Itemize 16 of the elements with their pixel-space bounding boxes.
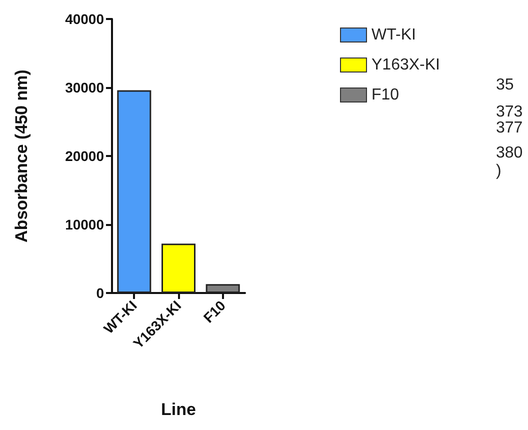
y-tick-label: 0	[96, 285, 104, 301]
text: )	[496, 162, 502, 180]
text: 377	[496, 120, 523, 136]
text: 380	[496, 144, 523, 162]
y-tick-label: 30000	[65, 80, 104, 96]
y-tick-label: 10000	[65, 216, 104, 232]
legend-label: F10	[372, 86, 400, 104]
text: 35	[496, 76, 514, 94]
legend-label: WT-KI	[372, 26, 416, 44]
x-axis-title: Line	[161, 400, 196, 419]
y-tick-label: 40000	[65, 11, 104, 27]
text: 373	[496, 104, 523, 120]
legend-label: Y163X-KI	[372, 56, 440, 74]
y-axis-title: Absorbance (450 nm)	[12, 70, 31, 242]
y-tick-label: 20000	[65, 148, 104, 164]
x-tick-label: F10	[200, 297, 229, 326]
